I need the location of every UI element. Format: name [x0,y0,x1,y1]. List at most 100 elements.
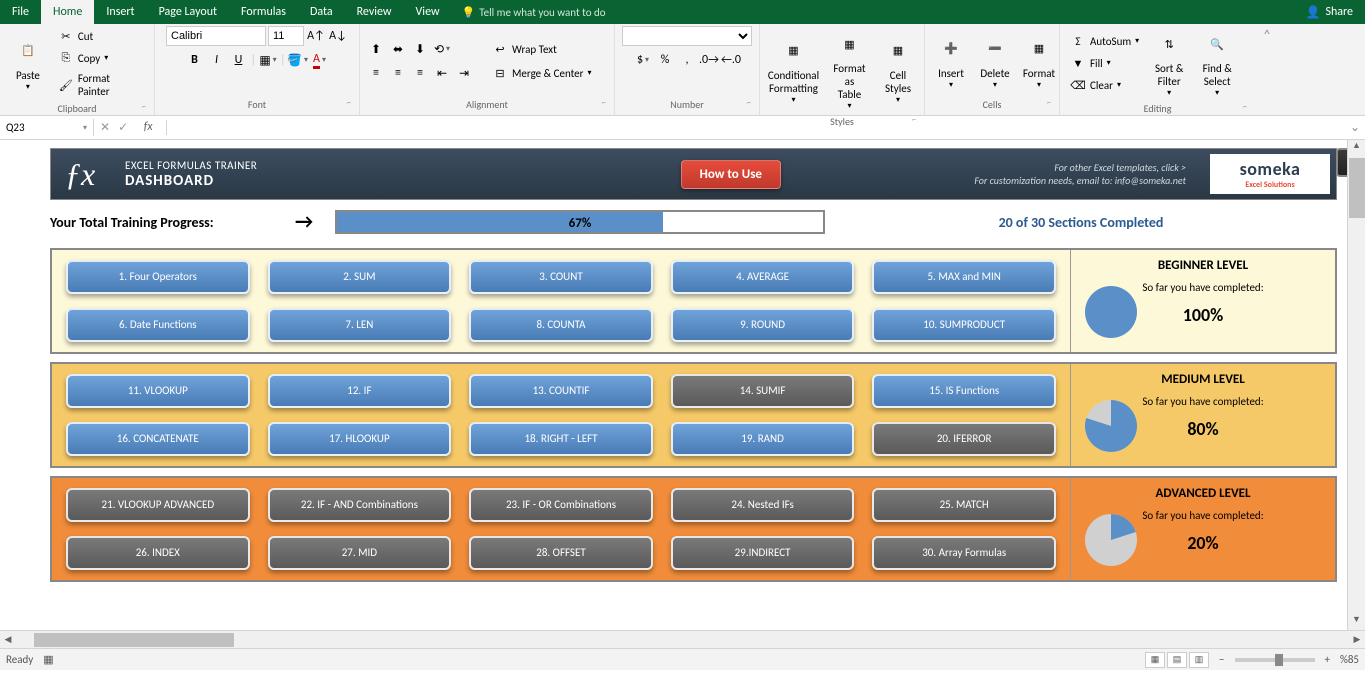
align-right-button[interactable]: ≡ [410,63,430,83]
share-button[interactable]: 👤 Share [1293,0,1365,24]
normal-view-button[interactable]: ▦ [1145,652,1165,668]
orientation-button[interactable]: ⟲ [432,39,452,59]
lesson-button[interactable]: 16. CONCATENATE [66,422,250,456]
zoom-level[interactable]: %85 [1340,653,1359,666]
tab-review[interactable]: Review [345,0,404,24]
align-bottom-button[interactable]: ⬇ [410,39,430,59]
fill-color-button[interactable]: 🪣 [288,50,308,70]
font-color-button[interactable]: A [310,50,330,70]
scroll-left-button[interactable]: ◀ [0,634,16,645]
font-size-select[interactable] [268,26,304,46]
currency-button[interactable]: $ [633,50,653,70]
decrease-decimal-button[interactable]: ←.0 [721,50,741,70]
scroll-up-button[interactable]: ▲ [1348,140,1365,156]
enter-formula-button[interactable]: ✓ [118,120,128,135]
lesson-button[interactable]: 11. VLOOKUP [66,374,250,408]
cancel-formula-button[interactable]: ✕ [100,120,110,135]
lesson-button[interactable]: 28. OFFSET [469,536,653,570]
format-as-table-button[interactable]: ▦Format as Table▾ [825,26,874,113]
lesson-button[interactable]: 8. COUNTA [469,308,653,342]
contact-link[interactable]: For customization needs, email to: info@… [974,174,1186,187]
lesson-button[interactable]: 23. IF - OR Combinations [469,488,653,522]
paste-button[interactable]: 📋 Paste▾ [6,33,50,94]
lesson-button[interactable]: 9. ROUND [671,308,855,342]
increase-indent-button[interactable]: ⇥ [454,63,474,83]
tab-formulas[interactable]: Formulas [229,0,298,24]
align-top-button[interactable]: ⬆ [366,39,386,59]
sort-filter-button[interactable]: ⇅Sort & Filter▾ [1147,26,1191,100]
reset-trainer-button[interactable]: Reset Trainer! [1336,148,1347,177]
clear-button[interactable]: ⌫Clear▾ [1066,75,1143,95]
expand-formula-button[interactable]: ⌄ [1345,120,1365,135]
increase-decimal-button[interactable]: .0→ [699,50,719,70]
lesson-button[interactable]: 15. IS Functions [872,374,1056,408]
how-to-use-button[interactable]: How to Use [681,160,781,189]
scroll-thumb[interactable] [1349,158,1365,218]
lesson-button[interactable]: 27. MID [268,536,452,570]
lesson-button[interactable]: 5. MAX and MIN [872,260,1056,294]
wrap-text-button[interactable]: ↩Wrap Text [488,39,596,59]
find-select-button[interactable]: 🔍Find & Select▾ [1195,26,1239,100]
align-middle-button[interactable]: ⬌ [388,39,408,59]
tab-insert[interactable]: Insert [94,0,146,24]
lesson-button[interactable]: 12. IF [268,374,452,408]
increase-font-button[interactable]: A↑ [306,26,326,46]
hscroll-thumb[interactable] [34,633,234,647]
horizontal-scrollbar[interactable]: ◀ ▶ [0,630,1365,648]
decrease-font-button[interactable]: A↓ [328,26,348,46]
zoom-thumb[interactable] [1275,654,1283,666]
underline-button[interactable]: U [228,50,248,70]
autosum-button[interactable]: ΣAutoSum▾ [1066,31,1143,51]
conditional-formatting-button[interactable]: ▦Conditional Formatting▾ [766,33,821,107]
percent-button[interactable]: % [655,50,675,70]
page-layout-button[interactable]: ▤ [1167,652,1187,668]
border-button[interactable]: ▦ [258,50,278,70]
lesson-button[interactable]: 25. MATCH [872,488,1056,522]
tab-page-layout[interactable]: Page Layout [147,0,229,24]
bold-button[interactable]: B [184,50,204,70]
someka-logo[interactable]: someka Excel Solutions [1210,154,1330,194]
scroll-right-button[interactable]: ▶ [1349,634,1365,645]
lesson-button[interactable]: 7. LEN [268,308,452,342]
format-cells-button[interactable]: ▦Format▾ [1019,31,1059,92]
lesson-button[interactable]: 4. AVERAGE [671,260,855,294]
decrease-indent-button[interactable]: ⇤ [432,63,452,83]
lesson-button[interactable]: 6. Date Functions [66,308,250,342]
tab-data[interactable]: Data [298,0,345,24]
lesson-button[interactable]: 21. VLOOKUP ADVANCED [66,488,250,522]
lesson-button[interactable]: 30. Array Formulas [872,536,1056,570]
lesson-button[interactable]: 26. INDEX [66,536,250,570]
lesson-button[interactable]: 19. RAND [671,422,855,456]
lesson-button[interactable]: 17. HLOOKUP [268,422,452,456]
italic-button[interactable]: I [206,50,226,70]
tab-file[interactable]: File [0,0,41,24]
page-break-button[interactable]: ▥ [1189,652,1209,668]
templates-link[interactable]: For other Excel templates, click > [974,161,1186,174]
number-format-select[interactable] [622,26,752,46]
merge-center-button[interactable]: ⊟Merge & Center▾ [488,63,596,83]
zoom-out-button[interactable]: − [1219,653,1224,666]
fill-button[interactable]: ▼Fill▾ [1066,53,1143,73]
fx-button[interactable]: fx [136,120,160,135]
lesson-button[interactable]: 13. COUNTIF [469,374,653,408]
lesson-button[interactable]: 1. Four Operators [66,260,250,294]
vertical-scrollbar[interactable]: ▲ ▼ [1347,140,1365,630]
scroll-down-button[interactable]: ▼ [1348,614,1365,630]
comma-button[interactable]: , [677,50,697,70]
lesson-button[interactable]: 10. SUMPRODUCT [872,308,1056,342]
tab-home[interactable]: Home [41,0,94,24]
font-name-select[interactable] [166,26,266,46]
lesson-button[interactable]: 18. RIGHT - LEFT [469,422,653,456]
collapse-ribbon-button[interactable]: ^ [1255,24,1279,115]
name-box[interactable]: Q23▾ [0,119,94,136]
cell-styles-button[interactable]: ▦Cell Styles▾ [878,33,918,107]
lesson-button[interactable]: 24. Nested IFs [671,488,855,522]
cut-button[interactable]: ✂Cut [54,26,148,46]
formula-input[interactable] [167,126,1345,130]
tell-me-search[interactable]: 💡 Tell me what you want to do [462,0,606,24]
format-painter-button[interactable]: 🖌Format Painter [54,70,148,100]
lesson-button[interactable]: 22. IF - AND Combinations [268,488,452,522]
align-center-button[interactable]: ≡ [388,63,408,83]
lesson-button[interactable]: 29.INDIRECT [671,536,855,570]
zoom-in-button[interactable]: + [1325,653,1330,666]
